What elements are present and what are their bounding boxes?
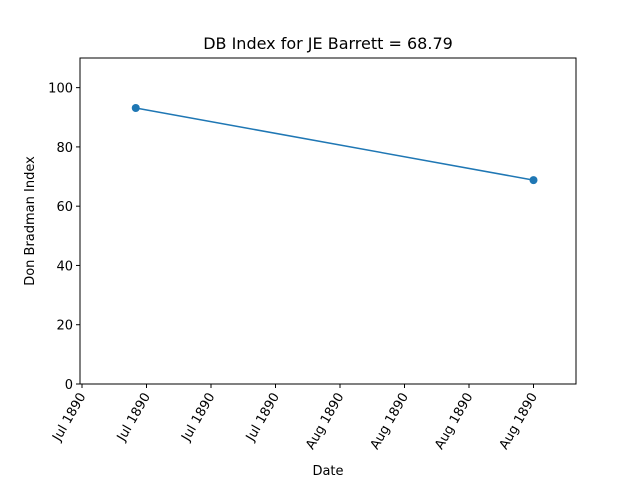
plot-frame — [79, 57, 577, 385]
y-axis-label: Don Bradman Index — [23, 156, 38, 286]
chart-title: DB Index for JE Barrett = 68.79 — [203, 34, 453, 53]
x-tick-label: Aug 1890 — [303, 391, 347, 453]
y-axis: 0 20 40 60 80 100 — [48, 82, 80, 393]
y-tick-label: 100 — [48, 82, 73, 97]
x-tick-label: Aug 1890 — [497, 391, 541, 453]
x-axis: Jul 1890 Jul 1890 Jul 1890 Jul 1890 Aug 1890… — [50, 384, 541, 452]
x-tick-label: Aug 1890 — [432, 391, 476, 453]
x-axis-label: Date — [312, 464, 343, 479]
x-tick-label: Jul 1890 — [50, 391, 90, 445]
y-tick-label: 20 — [56, 319, 73, 334]
y-tick-label: 0 — [65, 378, 73, 393]
data-point — [131, 103, 140, 112]
x-tick-label: Jul 1890 — [243, 391, 283, 445]
y-tick-label: 40 — [56, 259, 73, 274]
data-point — [529, 176, 538, 185]
x-tick-label: Jul 1890 — [114, 391, 154, 445]
y-tick-label: 60 — [56, 200, 73, 215]
y-tick-label: 80 — [56, 141, 73, 156]
x-tick-label: Aug 1890 — [368, 391, 412, 453]
x-tick-label: Jul 1890 — [179, 391, 219, 445]
series-line — [135, 107, 534, 181]
plot-area — [131, 103, 538, 185]
